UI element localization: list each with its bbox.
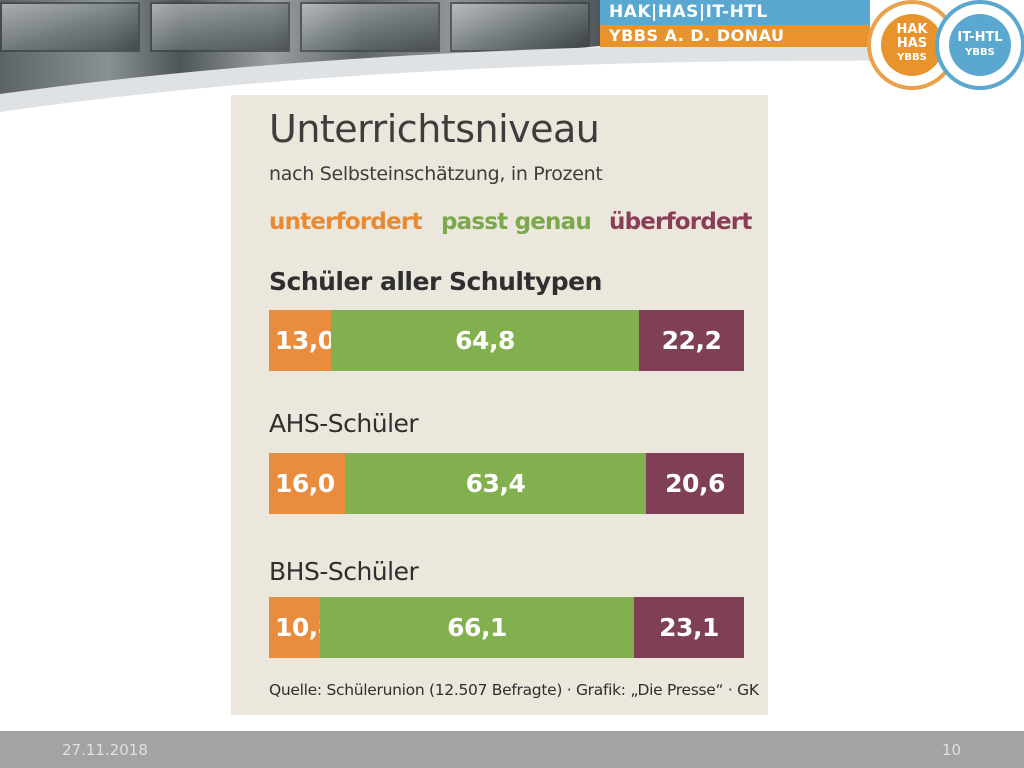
category-label: BHS-Schüler	[269, 557, 419, 586]
chart-legend: unterfordert passt genau überfordert	[269, 209, 752, 239]
header-banner: HAK|HAS|IT-HTL YBBS A. D. DONAU HAK HAS …	[0, 0, 1024, 112]
bar-segment-ueberfordert: 20,6	[646, 453, 744, 514]
legend-item-passt-genau: passt genau	[441, 209, 592, 235]
newspaper-clipping: Unterrichtsniveau nach Selbsteinschätzun…	[231, 95, 768, 715]
legend-item-unterfordert: unterfordert	[269, 209, 422, 235]
chart-title: Unterrichtsniveau	[269, 107, 600, 151]
footer-date: 27.11.2018	[62, 741, 148, 759]
hak-has-logo: HAK HAS YBBS	[867, 0, 957, 90]
header-photo	[450, 2, 590, 52]
bar-row: 16,0 63,4 20,6	[269, 453, 744, 514]
bar-segment-passt-genau: 63,4	[345, 453, 646, 514]
bar-segment-ueberfordert: 23,1	[634, 597, 744, 658]
header-photo	[0, 2, 140, 52]
school-name-line1: HAK|HAS|IT-HTL	[600, 0, 870, 25]
header-photo	[150, 2, 290, 52]
bar-segment-passt-genau: 66,1	[320, 597, 634, 658]
hak-logo-line1: HAK	[896, 22, 928, 37]
htl-logo-line2: YBBS	[965, 47, 995, 58]
category-label: Schüler aller Schultypen	[269, 267, 602, 296]
hak-logo-line2: HAS	[896, 36, 928, 51]
bar-row: 13,0 64,8 22,2	[269, 310, 744, 371]
school-name-block: HAK|HAS|IT-HTL YBBS A. D. DONAU	[600, 0, 870, 47]
it-htl-logo: IT-HTL YBBS	[935, 0, 1024, 90]
category-label: AHS-Schüler	[269, 409, 419, 438]
bar-segment-unterfordert: 13,0	[269, 310, 335, 371]
header-photo-strip	[0, 0, 600, 100]
bar-segment-unterfordert: 16,0	[269, 453, 345, 514]
bar-segment-passt-genau: 64,8	[331, 310, 639, 371]
hak-logo-line3: YBBS	[897, 52, 927, 63]
header-photo	[300, 2, 440, 52]
chart-subtitle: nach Selbsteinschätzung, in Prozent	[269, 163, 603, 185]
bar-segment-unterfordert: 10,8	[269, 597, 335, 658]
legend-item-ueberfordert: überfordert	[609, 209, 752, 235]
footer-page-number: 10	[942, 741, 962, 759]
bar-row: 10,8 66,1 23,1	[269, 597, 744, 658]
htl-logo-line1: IT-HTL	[957, 30, 1003, 45]
chart-source-note: Quelle: Schülerunion (12.507 Befragte) ·…	[269, 681, 759, 699]
school-name-line2: YBBS A. D. DONAU	[600, 25, 870, 47]
slide-footer: 27.11.2018 10	[0, 731, 1024, 768]
bar-segment-ueberfordert: 22,2	[639, 310, 744, 371]
